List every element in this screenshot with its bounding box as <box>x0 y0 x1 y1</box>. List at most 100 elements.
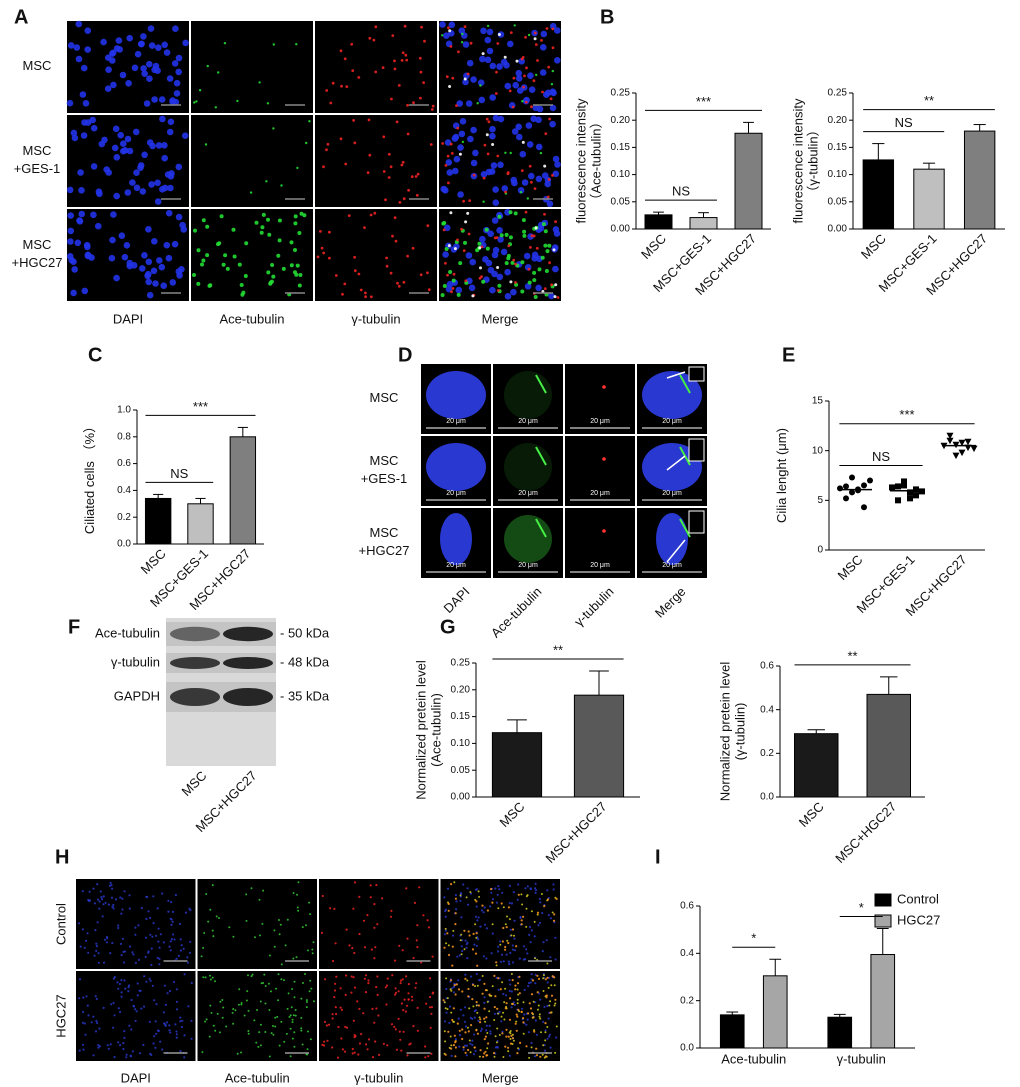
cell-signal <box>498 1010 501 1014</box>
bar <box>913 168 945 230</box>
point <box>867 477 873 484</box>
cell-signal <box>393 216 397 220</box>
cell-signal <box>508 89 512 93</box>
cell-signal <box>499 988 502 991</box>
point <box>907 489 913 496</box>
cell-signal <box>510 990 513 993</box>
y-tick-label: 15 <box>812 396 824 407</box>
cell-signal <box>390 909 393 913</box>
cell-signal <box>170 923 173 927</box>
cell-signal <box>240 1003 243 1006</box>
scale-bar-label: 20 μm <box>590 418 610 425</box>
cell-signal <box>167 899 170 902</box>
cell-signal <box>447 1030 450 1033</box>
cell-signal <box>367 1038 371 1041</box>
cell-signal <box>456 292 461 297</box>
cell-signal <box>513 934 515 937</box>
cell-signal <box>485 927 488 930</box>
cell-signal <box>528 933 531 937</box>
cell-signal <box>125 80 132 87</box>
point <box>837 485 843 492</box>
cell-signal <box>344 162 348 166</box>
cell-signal <box>412 956 415 960</box>
cell-signal <box>448 85 452 88</box>
cell-signal <box>350 991 353 994</box>
cell-signal <box>494 995 497 998</box>
cell-signal <box>524 887 527 890</box>
column-label: Merge <box>482 1070 519 1085</box>
cell-signal <box>535 1054 539 1057</box>
cell-signal <box>479 55 486 63</box>
point <box>958 449 966 457</box>
cell-signal <box>466 211 470 215</box>
cell-signal <box>554 1051 557 1054</box>
cell-signal <box>370 948 373 951</box>
cell-signal <box>549 97 553 101</box>
cell-signal <box>374 25 378 29</box>
cell-signal <box>511 944 514 947</box>
cell-signal <box>482 176 486 180</box>
cell-signal <box>552 888 555 891</box>
cell-signal <box>386 977 389 980</box>
micrograph <box>197 879 317 969</box>
cell-signal <box>316 255 320 259</box>
cell-signal <box>369 884 372 887</box>
cell-signal <box>70 258 77 266</box>
cell-signal <box>104 85 112 92</box>
cell-signal <box>509 951 512 955</box>
cell-signal <box>147 910 150 913</box>
cell-signal <box>241 290 246 295</box>
cell-signal <box>113 1014 116 1017</box>
cytoplasm <box>504 515 552 563</box>
point <box>895 483 901 490</box>
cell-signal <box>502 992 505 996</box>
blot-band <box>223 657 273 669</box>
cell-signal <box>525 895 528 898</box>
cell-signal <box>522 1017 525 1020</box>
cell-signal <box>178 266 185 273</box>
cell-signal <box>266 270 271 275</box>
cell-signal <box>206 64 209 68</box>
cell-signal <box>552 883 555 886</box>
cell-signal <box>188 907 191 910</box>
cell-signal <box>335 1012 338 1016</box>
text-line: MSC <box>370 453 399 468</box>
cell-signal <box>455 908 458 911</box>
cell-signal <box>499 940 502 943</box>
cell-signal <box>506 256 511 261</box>
cell-signal <box>533 920 536 923</box>
point <box>861 482 867 489</box>
cell-signal <box>460 916 463 919</box>
cell-signal <box>345 928 348 931</box>
cell-signal <box>190 1019 193 1023</box>
cell-signal <box>427 288 431 292</box>
y-tick-label: 0.10 <box>611 169 631 180</box>
cell-signal <box>156 257 163 264</box>
cell-signal <box>474 915 478 918</box>
scale-bar-label: 20 μm <box>446 418 466 425</box>
cell-signal <box>83 1022 86 1025</box>
cell-signal <box>159 115 166 123</box>
cell-signal <box>496 1027 499 1030</box>
cell-signal <box>301 1043 304 1046</box>
cell-signal <box>554 936 557 939</box>
point <box>861 504 867 511</box>
cell-signal <box>546 200 554 208</box>
cell-signal <box>446 932 449 935</box>
cell-signal <box>554 958 557 961</box>
cell-signal <box>182 947 185 950</box>
cell-signal <box>78 187 85 194</box>
cell-signal <box>371 1056 375 1059</box>
cell-signal <box>86 1004 89 1007</box>
cell-signal <box>482 955 485 958</box>
y-axis-label: Normalized pretein level(Ace-tubulin) <box>414 660 444 800</box>
cell-signal <box>453 247 457 251</box>
cell-signal <box>353 1034 356 1037</box>
cell-signal <box>472 149 479 157</box>
cell-signal <box>517 1047 520 1050</box>
cell-signal <box>458 1029 461 1032</box>
lane-label: MSC <box>179 768 210 799</box>
cell-signal <box>549 917 553 920</box>
cell-signal <box>496 266 500 269</box>
cell-signal <box>141 70 148 77</box>
